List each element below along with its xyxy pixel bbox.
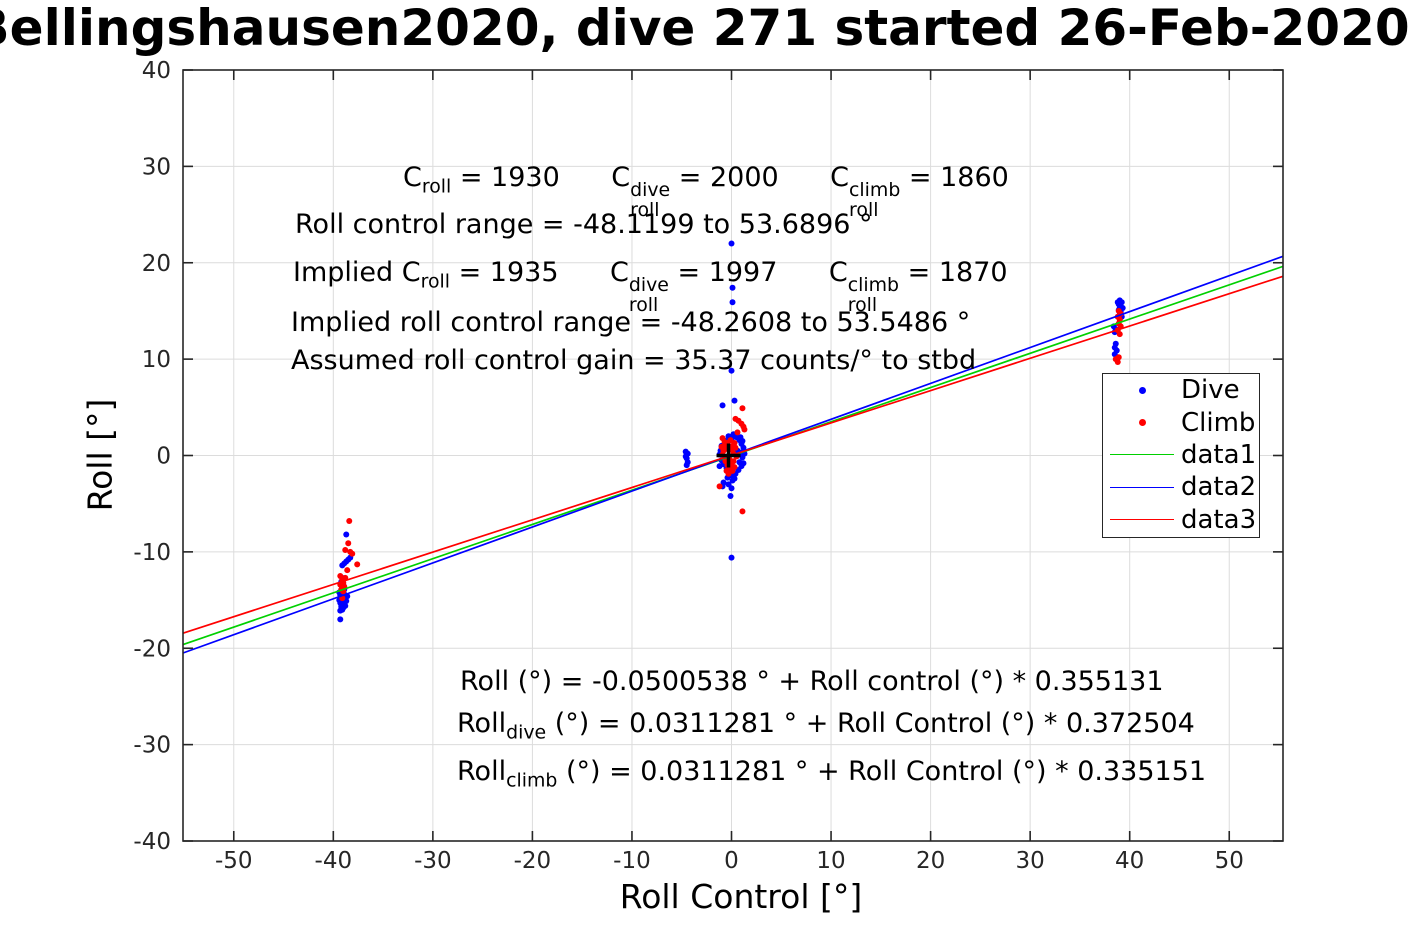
legend-label: data3 bbox=[1181, 504, 1257, 535]
annotation-fit-equation-all: Roll (°) = -0.0500538 ° + Roll control (… bbox=[460, 666, 1164, 697]
sup-sub-stack: climb roll bbox=[847, 274, 900, 316]
legend-entry-dive: Dive bbox=[1103, 374, 1259, 406]
data-point-climb bbox=[342, 546, 349, 553]
data-point-climb bbox=[346, 518, 353, 525]
data-point-dive bbox=[740, 444, 747, 451]
x-tick-label: 40 bbox=[1115, 848, 1144, 874]
data-point-dive bbox=[725, 481, 732, 488]
data-point-dive bbox=[728, 240, 735, 247]
y-tick-label: -30 bbox=[133, 733, 171, 759]
data-point-climb bbox=[344, 567, 351, 574]
data-point-climb bbox=[354, 561, 361, 568]
data-point-dive bbox=[684, 450, 691, 457]
x-tick-labels: -50 -40 -30 -20 -10 0 10 20 30 40 50 bbox=[215, 848, 1244, 874]
data-point-dive bbox=[343, 531, 350, 538]
data-point-climb bbox=[739, 508, 746, 515]
y-tick-label: 20 bbox=[142, 251, 171, 277]
legend-entry-data2: data2 bbox=[1103, 471, 1259, 503]
data-point-climb bbox=[349, 550, 356, 557]
legend-box: Dive Climb data1 data2 data3 bbox=[1102, 373, 1260, 538]
mean-cross-marker bbox=[716, 443, 741, 468]
data-point-dive bbox=[716, 463, 723, 470]
data2-line-icon bbox=[1103, 486, 1181, 488]
data-point-dive bbox=[337, 616, 344, 623]
annotation-fit-equation-dive: Rolldive (°) = 0.0311281 ° + Roll Contro… bbox=[457, 708, 1195, 744]
x-tick-label: 0 bbox=[724, 848, 739, 874]
sup-sub-stack: climb roll bbox=[849, 179, 901, 221]
y-tick-label: -20 bbox=[133, 636, 171, 662]
y-tick-label: 0 bbox=[156, 444, 171, 470]
legend-entry-climb: Climb bbox=[1103, 406, 1259, 438]
data-point-dive bbox=[731, 397, 738, 404]
chart-title: 8 Bellingshausen2020, dive 271 started 2… bbox=[0, 0, 1417, 57]
sup-sub-stack: dive roll bbox=[628, 274, 669, 316]
data-point-climb bbox=[739, 405, 746, 412]
x-axis-label: Roll Control [°] bbox=[619, 877, 863, 916]
data-point-dive bbox=[1114, 299, 1121, 306]
x-tick-label: 30 bbox=[1016, 848, 1045, 874]
dive-dot-icon bbox=[1103, 386, 1181, 394]
x-tick-label: -20 bbox=[514, 848, 552, 874]
data-point-dive bbox=[728, 554, 735, 561]
annotation-assumed-roll-control-gain: Assumed roll control gain = 35.37 counts… bbox=[291, 345, 977, 376]
x-tick-label: -40 bbox=[315, 848, 353, 874]
axes-frame bbox=[182, 69, 1284, 842]
data-point-dive bbox=[683, 462, 690, 469]
x-tick-label: 50 bbox=[1215, 848, 1244, 874]
data3-line-icon bbox=[1103, 519, 1181, 521]
y-tick-label: 10 bbox=[142, 347, 171, 373]
x-tick-label: -50 bbox=[215, 848, 253, 874]
y-tick-labels: -40 -30 -20 -10 0 10 20 30 40 bbox=[133, 58, 171, 855]
data-point-dive bbox=[740, 460, 747, 467]
legend-label: Dive bbox=[1181, 375, 1240, 406]
legend-label: data1 bbox=[1181, 439, 1257, 470]
data-point-dive bbox=[729, 299, 736, 306]
data-point-dive bbox=[719, 402, 726, 409]
data-point-dive bbox=[731, 475, 738, 482]
data-point-climb bbox=[731, 464, 738, 471]
legend-entry-data1: data1 bbox=[1103, 439, 1259, 471]
y-tick-label: 40 bbox=[142, 58, 171, 84]
x-tick-label: 10 bbox=[816, 848, 845, 874]
legend-label: Climb bbox=[1181, 407, 1256, 438]
legend-entry-data3: data3 bbox=[1103, 504, 1259, 536]
annotation-implied-roll-control-range: Implied roll control range = -48.2608 to… bbox=[291, 307, 971, 338]
data-point-dive bbox=[337, 607, 344, 614]
data-point-dive bbox=[729, 284, 736, 291]
data1-line-icon bbox=[1103, 454, 1181, 456]
y-tick-label: -10 bbox=[133, 540, 171, 566]
y-axis-label: Roll [°] bbox=[80, 398, 120, 512]
y-tick-label: 30 bbox=[142, 154, 171, 180]
data-point-climb bbox=[1116, 331, 1123, 338]
x-tick-label: 20 bbox=[916, 848, 945, 874]
data-point-climb bbox=[345, 540, 352, 547]
data-point-climb bbox=[723, 467, 730, 474]
annotation-roll-control-range: Roll control range = -48.1199 to 53.6896… bbox=[295, 209, 873, 240]
data-point-dive bbox=[728, 367, 735, 374]
x-tick-label: -30 bbox=[414, 848, 452, 874]
data-point-dive bbox=[739, 438, 746, 445]
data-point-climb bbox=[716, 483, 723, 490]
data-point-climb bbox=[741, 426, 748, 433]
data-point-climb bbox=[1114, 359, 1121, 366]
sup-sub-stack: dive roll bbox=[630, 179, 671, 221]
legend-label: data2 bbox=[1181, 472, 1257, 503]
data-point-dive bbox=[727, 492, 734, 499]
y-tick-label: -40 bbox=[133, 829, 171, 855]
climb-dot-icon bbox=[1103, 419, 1181, 427]
x-tick-label: -10 bbox=[613, 848, 651, 874]
data-point-climb bbox=[729, 442, 736, 449]
data-point-climb bbox=[734, 429, 741, 436]
annotation-fit-equation-climb: Rollclimb (°) = 0.0311281 ° + Roll Contr… bbox=[457, 756, 1207, 792]
